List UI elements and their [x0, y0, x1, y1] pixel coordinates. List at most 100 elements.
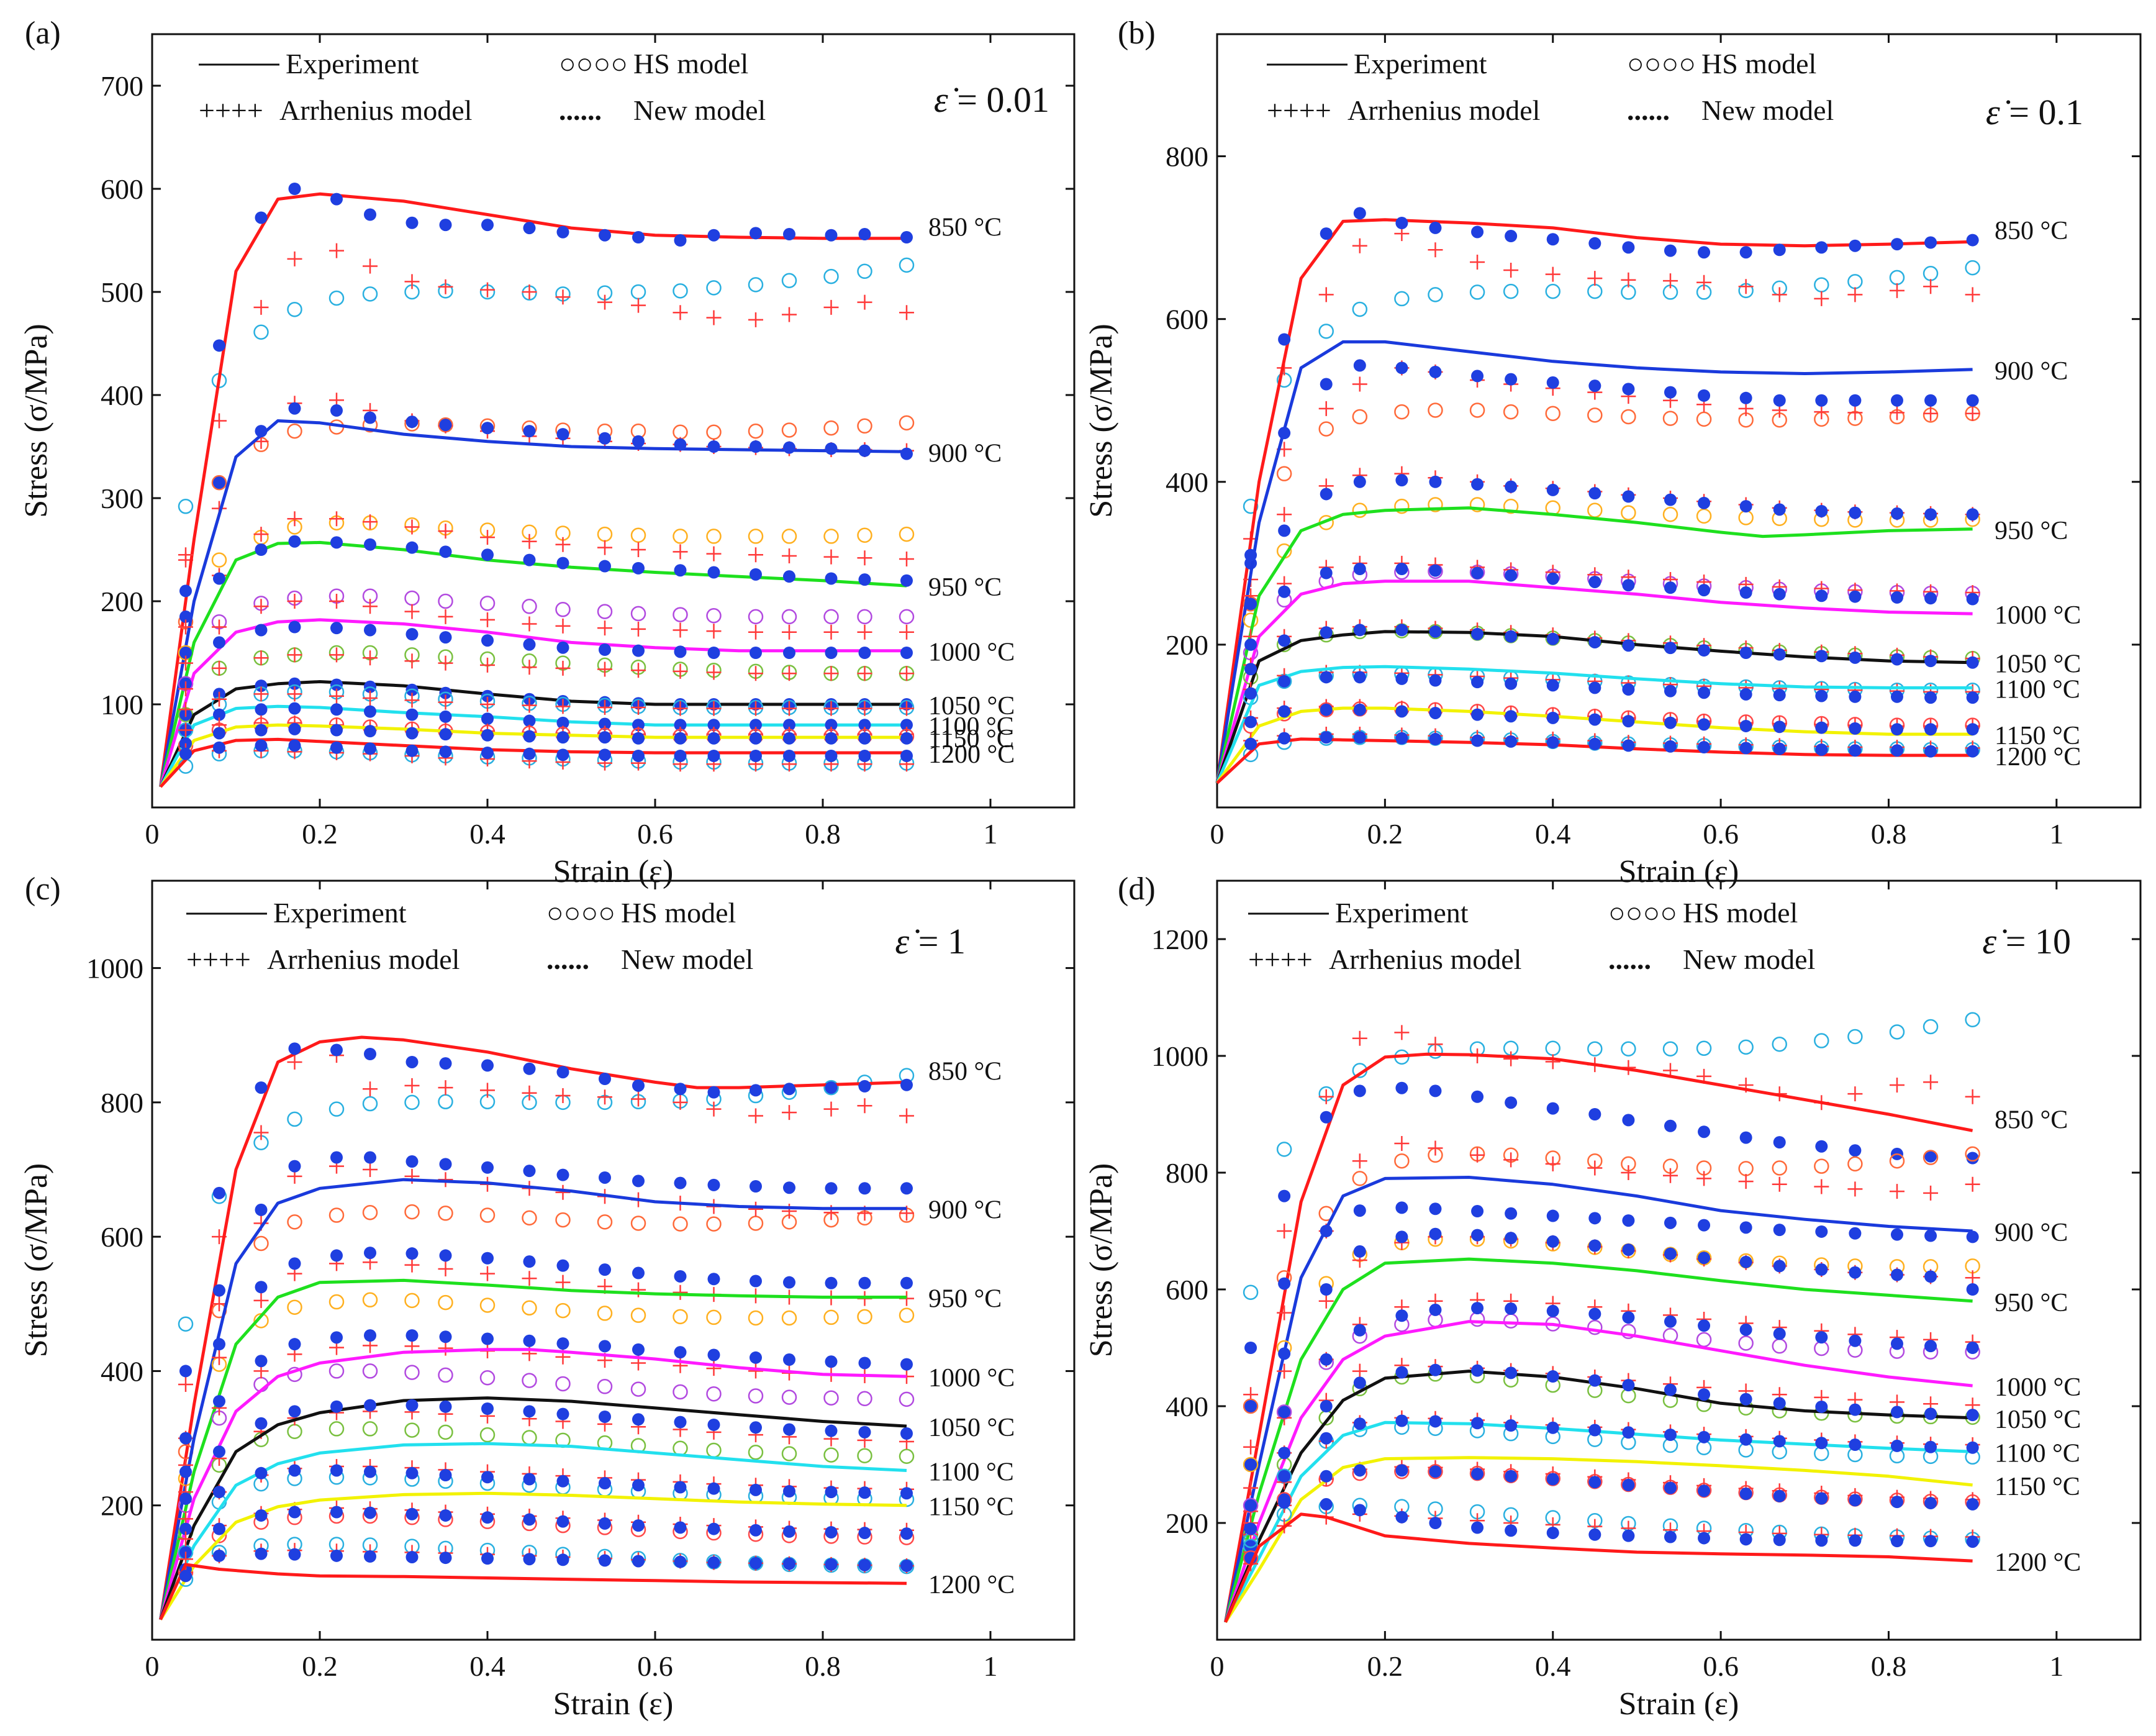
arrhenius-point	[1847, 1181, 1863, 1197]
new-model-point	[1924, 394, 1937, 407]
arrhenius-point	[748, 1108, 763, 1124]
hs-point	[673, 1309, 688, 1325]
new-model-point	[1773, 394, 1786, 407]
new-model-point	[783, 732, 795, 745]
new-model-point	[288, 1042, 301, 1055]
arrhenius-point	[823, 299, 839, 315]
new-model-point	[523, 553, 536, 566]
new-model-point	[1924, 1229, 1937, 1242]
new-model-point	[783, 750, 795, 762]
new-model-point	[523, 1473, 536, 1486]
legend-hs-marker: ○○○○	[559, 48, 628, 80]
new-model-point	[1320, 1111, 1333, 1124]
new-model-point	[1353, 359, 1366, 372]
new-model-point	[1622, 1529, 1635, 1542]
new-model-point	[1664, 1247, 1677, 1260]
hs-point	[1965, 260, 1980, 276]
new-model-point	[1966, 1535, 1979, 1548]
arrhenius-point	[555, 537, 571, 552]
legend: Experiment ○○○○ HS model ++++ Arrhenius mode…	[186, 897, 753, 975]
new-model-point	[1739, 719, 1752, 732]
new-model-point	[1698, 644, 1711, 657]
new-model-point	[1622, 1243, 1635, 1257]
new-model-point	[1546, 1235, 1559, 1248]
new-model-point	[1664, 1119, 1677, 1132]
new-model-point	[1815, 1140, 1828, 1153]
x-tick-label: 0.8	[1871, 1650, 1907, 1682]
new-model-point	[1664, 1315, 1677, 1328]
strain-rate-label: ε̇ = 10	[1982, 921, 2071, 961]
hs-point	[1243, 498, 1259, 514]
new-model-point	[707, 1086, 720, 1099]
arrhenius-point	[1318, 287, 1334, 302]
new-model-point	[1244, 737, 1257, 750]
new-model-point	[1622, 1379, 1635, 1392]
new-model-point	[1588, 487, 1601, 500]
arrhenius-point	[1965, 287, 1980, 302]
new-model-point	[599, 229, 611, 242]
temperature-label: 1050 °C	[928, 692, 1015, 720]
arrhenius-point	[212, 1296, 227, 1312]
new-model-point	[1320, 378, 1333, 391]
hs-point	[823, 420, 839, 436]
new-model-point	[1320, 566, 1333, 579]
arrhenius-point	[1738, 1174, 1754, 1189]
arrhenius-point	[857, 701, 872, 716]
legend-experiment-label: Experiment	[1354, 48, 1487, 80]
hs-point	[823, 1390, 839, 1406]
arrhenius-point	[404, 653, 420, 669]
new-model-point	[1588, 737, 1601, 750]
new-model-point	[674, 1270, 687, 1283]
hs-point	[1847, 1156, 1863, 1172]
new-model-point	[1353, 207, 1366, 220]
new-model-point	[330, 1151, 343, 1164]
new-model-point	[1890, 1496, 1903, 1509]
new-model-point	[405, 416, 419, 429]
new-model-point	[674, 564, 687, 577]
hs-point	[1621, 1041, 1636, 1057]
arrhenius-point	[287, 511, 302, 527]
hs-point	[328, 290, 345, 306]
arrhenius-point	[1814, 404, 1829, 420]
y-tick-label: 600	[101, 173, 143, 205]
arrhenius-point	[480, 1083, 495, 1098]
arrhenius-point	[782, 548, 797, 563]
new-model-point	[1429, 1084, 1442, 1097]
hs-point	[211, 552, 227, 568]
new-model-point	[481, 1059, 494, 1072]
hs-point	[404, 1094, 420, 1111]
x-tick-label: 1	[2049, 818, 2063, 850]
hs-point	[899, 415, 915, 431]
arrhenius-point	[1318, 401, 1334, 416]
new-model-point	[1395, 1230, 1408, 1243]
legend-arrhenius-marker: ++++	[186, 943, 251, 975]
new-model-point	[707, 1556, 720, 1569]
new-model-point	[599, 643, 611, 657]
new-model-point	[783, 1423, 795, 1436]
new-model-point	[1395, 1464, 1408, 1477]
new-model-point	[707, 566, 720, 579]
new-model-point	[1546, 736, 1559, 749]
temperature-label: 1000 °C	[928, 639, 1015, 667]
arrhenius-point	[1965, 406, 1980, 421]
new-model-point	[1815, 1331, 1828, 1344]
new-model-point	[1471, 566, 1484, 579]
new-model-point	[213, 339, 225, 352]
series-950: 950 °C	[1224, 1227, 2068, 1623]
new-model-point	[825, 1182, 838, 1195]
arrhenius-point	[857, 1098, 872, 1114]
temperature-label: 950 °C	[1995, 1289, 2068, 1317]
hs-point	[1394, 404, 1410, 420]
temperature-label: 850 °C	[1995, 217, 2068, 245]
hs-point	[1545, 406, 1560, 421]
hs-point	[823, 1309, 839, 1325]
experiment-line	[159, 1396, 907, 1620]
hs-point	[823, 1447, 839, 1463]
y-tick-label: 300	[101, 483, 143, 514]
new-model-point	[1698, 1484, 1711, 1497]
series-1200: 1200 °C	[159, 737, 1015, 788]
temperature-label: 950 °C	[1995, 517, 2068, 545]
new-model-point	[288, 739, 301, 752]
x-tick-label: 1	[984, 818, 998, 850]
